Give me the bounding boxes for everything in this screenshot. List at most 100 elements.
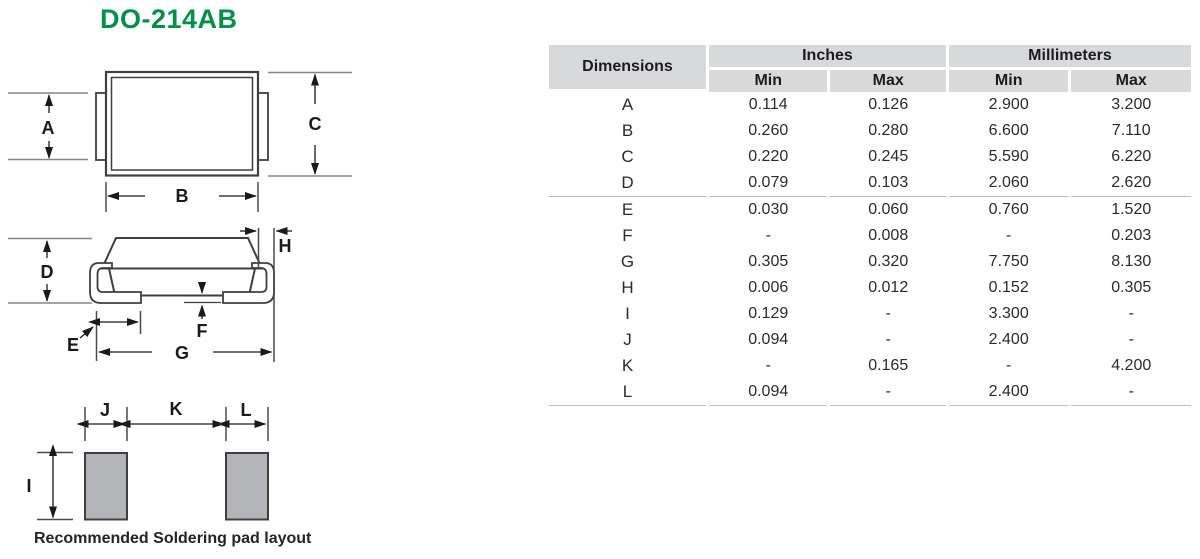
value-cell: 0.305 (708, 249, 828, 275)
value-cell: 0.152 (948, 275, 1069, 301)
table-row: D 0.079 0.103 2.060 2.620 (549, 170, 1191, 197)
dim-label-f: F (197, 321, 208, 341)
dim-H-group: H (240, 227, 292, 362)
value-cell: 0.008 (830, 223, 946, 249)
col-header-mm-min: Min (948, 70, 1069, 92)
value-cell: 0.012 (830, 275, 946, 301)
value-cell: 6.600 (948, 118, 1069, 144)
page-title: DO-214AB (100, 4, 238, 34)
package-body-inner-outline (110, 76, 254, 171)
dimension-cell: H (549, 275, 706, 301)
value-cell: 2.400 (948, 327, 1069, 353)
pad-layout-caption: Recommended Soldering pad layout (34, 530, 312, 547)
value-cell: 3.200 (1071, 92, 1191, 118)
dim-label-h: H (279, 236, 292, 256)
table-sub-header-row: Min Max Min Max (549, 70, 1191, 92)
dim-G-group: G (98, 343, 273, 363)
dim-label-c: C (309, 114, 322, 134)
table-row: H 0.006 0.012 0.152 0.305 (549, 275, 1191, 301)
table-row: G 0.305 0.320 7.750 8.130 (549, 249, 1191, 275)
dim-B-group: B (105, 182, 259, 212)
dim-label-b: B (176, 186, 189, 206)
side-view-drawing: D H F E G (8, 227, 292, 363)
value-cell: 0.006 (708, 275, 828, 301)
value-cell: 0.305 (1071, 275, 1191, 301)
value-cell: 0.220 (708, 144, 828, 170)
left-lead (89, 262, 142, 304)
value-cell: 2.060 (948, 170, 1069, 197)
package-drawings: A C B D (8, 70, 352, 547)
value-cell: 0.103 (830, 170, 946, 197)
value-cell: 1.520 (1071, 197, 1191, 223)
dimension-cell: I (549, 301, 706, 327)
value-cell: 0.280 (830, 118, 946, 144)
value-cell: - (830, 301, 946, 327)
value-cell: 2.620 (1071, 170, 1191, 197)
dimension-cell: B (549, 118, 706, 144)
value-cell: 0.165 (830, 353, 946, 379)
dimension-cell: F (549, 223, 706, 249)
value-cell: 2.900 (948, 92, 1069, 118)
dim-L-group: L (217, 400, 267, 428)
pad-layout-drawing: J K L I Recommended Soldering pad layout (26, 399, 312, 547)
value-cell: - (708, 353, 828, 379)
value-cell: - (948, 353, 1069, 379)
value-cell: 0.203 (1071, 223, 1191, 249)
value-cell: 0.260 (708, 118, 828, 144)
value-cell: - (948, 223, 1069, 249)
value-cell: - (830, 327, 946, 353)
value-cell: - (1071, 301, 1191, 327)
value-cell: 7.110 (1071, 118, 1191, 144)
table-row: C 0.220 0.245 5.590 6.220 (549, 144, 1191, 170)
col-header-inches: Inches (708, 45, 946, 70)
dim-label-g: G (175, 343, 189, 363)
dim-A-extension-lines (8, 92, 88, 161)
dim-F-group: F (184, 282, 221, 341)
value-cell: 0.320 (830, 249, 946, 275)
table-row: L 0.094 - 2.400 - (549, 379, 1191, 406)
dimension-cell: A (549, 92, 706, 118)
dim-I-group: I (26, 444, 57, 519)
dim-A-group: A (42, 94, 55, 159)
dimension-cell: J (549, 327, 706, 353)
dim-label-l: L (241, 400, 252, 420)
value-cell: 7.750 (948, 249, 1069, 275)
table-row: K - 0.165 - 4.200 (549, 353, 1191, 379)
value-cell: 2.400 (948, 379, 1069, 406)
value-cell: 0.126 (830, 92, 946, 118)
dimension-cell: G (549, 249, 706, 275)
top-view-drawing: A C B (8, 70, 352, 212)
side-body-top (100, 237, 264, 270)
dimension-cell: L (549, 379, 706, 406)
value-cell: 3.300 (948, 301, 1069, 327)
table-row: J 0.094 - 2.400 - (549, 327, 1191, 353)
value-cell: 0.760 (948, 197, 1069, 223)
table-row: B 0.260 0.280 6.600 7.110 (549, 118, 1191, 144)
value-cell: 0.094 (708, 327, 828, 353)
value-cell: 0.094 (708, 379, 828, 406)
dimension-cell: K (549, 353, 706, 379)
dim-label-a: A (42, 118, 55, 138)
value-cell: 6.220 (1071, 144, 1191, 170)
col-header-mm-max: Max (1071, 70, 1191, 92)
table-row: E 0.030 0.060 0.760 1.520 (549, 197, 1191, 223)
dim-label-i: I (26, 476, 31, 496)
col-header-inches-min: Min (708, 70, 828, 92)
value-cell: 0.060 (830, 197, 946, 223)
dimensions-table-container: Dimensions Inches Millimeters Min Max Mi… (546, 45, 1196, 406)
dimension-cell: C (549, 144, 706, 170)
dim-label-k: K (170, 399, 183, 419)
value-cell: 8.130 (1071, 249, 1191, 275)
dim-C-group: C (309, 73, 322, 175)
dim-label-j: J (100, 400, 110, 420)
dimension-cell: D (549, 170, 706, 197)
right-solder-pad (225, 452, 269, 521)
dim-label-e: E (67, 335, 79, 355)
table-row: I 0.129 - 3.300 - (549, 301, 1191, 327)
table-row: F - 0.008 - 0.203 (549, 223, 1191, 249)
value-cell: 5.590 (948, 144, 1069, 170)
value-cell: 0.245 (830, 144, 946, 170)
dim-C-extension-lines (268, 71, 352, 177)
col-header-dimensions: Dimensions (549, 45, 706, 92)
dim-K-group: K (118, 399, 225, 428)
